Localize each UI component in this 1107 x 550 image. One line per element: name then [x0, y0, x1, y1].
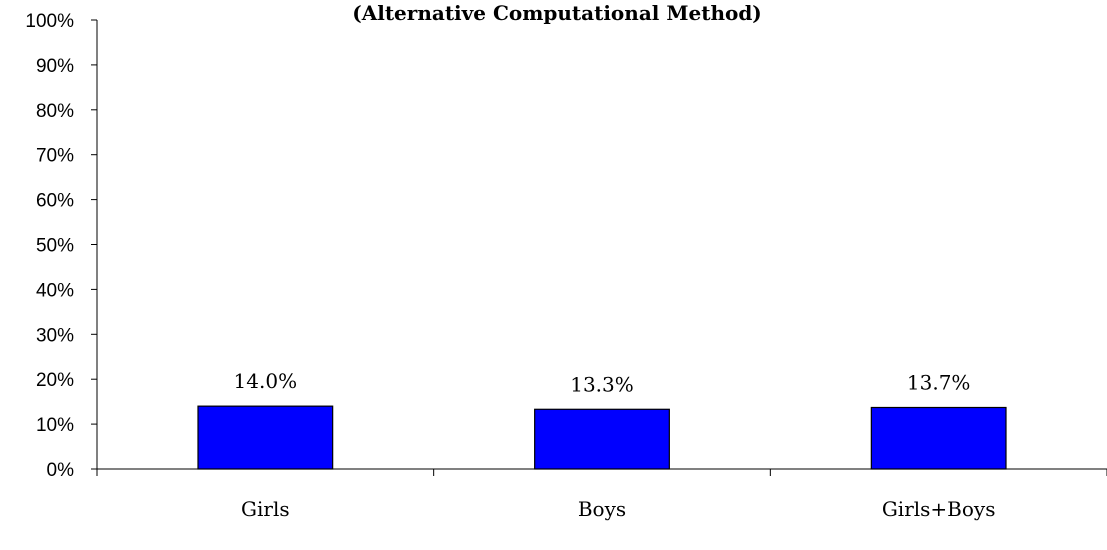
- bar: [197, 405, 334, 470]
- y-tick-label: 60%: [36, 191, 74, 212]
- y-tick-label: 90%: [36, 56, 74, 77]
- y-axis: 0% 10% 20% 30% 40% 50% 60% 70% 80% 90% 100%: [25, 11, 98, 481]
- data-label: 14.0%: [234, 369, 298, 393]
- x-tick-label: Girls+Boys: [882, 497, 996, 521]
- y-tick-label: 80%: [36, 101, 74, 122]
- bars: 14.0% 13.3% 13.7%: [197, 369, 1007, 470]
- x-tick-label: Boys: [578, 497, 626, 521]
- y-tick-label: 100%: [25, 11, 74, 32]
- y-tick-label: 30%: [36, 325, 74, 346]
- data-label: 13.3%: [570, 372, 634, 396]
- y-tick-label: 20%: [36, 370, 74, 391]
- y-tick-label: 10%: [36, 415, 74, 436]
- bar: [870, 406, 1007, 470]
- data-label: 13.7%: [907, 370, 971, 394]
- x-tick-label: Girls: [241, 497, 290, 521]
- y-tick-label: 0%: [47, 460, 75, 481]
- chart-title: (Alternative Computational Method): [352, 1, 762, 25]
- y-tick-label: 40%: [36, 280, 74, 301]
- y-tick-label: 50%: [36, 236, 74, 257]
- bar: [534, 408, 670, 470]
- x-axis: Girls Boys Girls+Boys: [96, 468, 1107, 521]
- y-tick-label: 70%: [36, 146, 74, 167]
